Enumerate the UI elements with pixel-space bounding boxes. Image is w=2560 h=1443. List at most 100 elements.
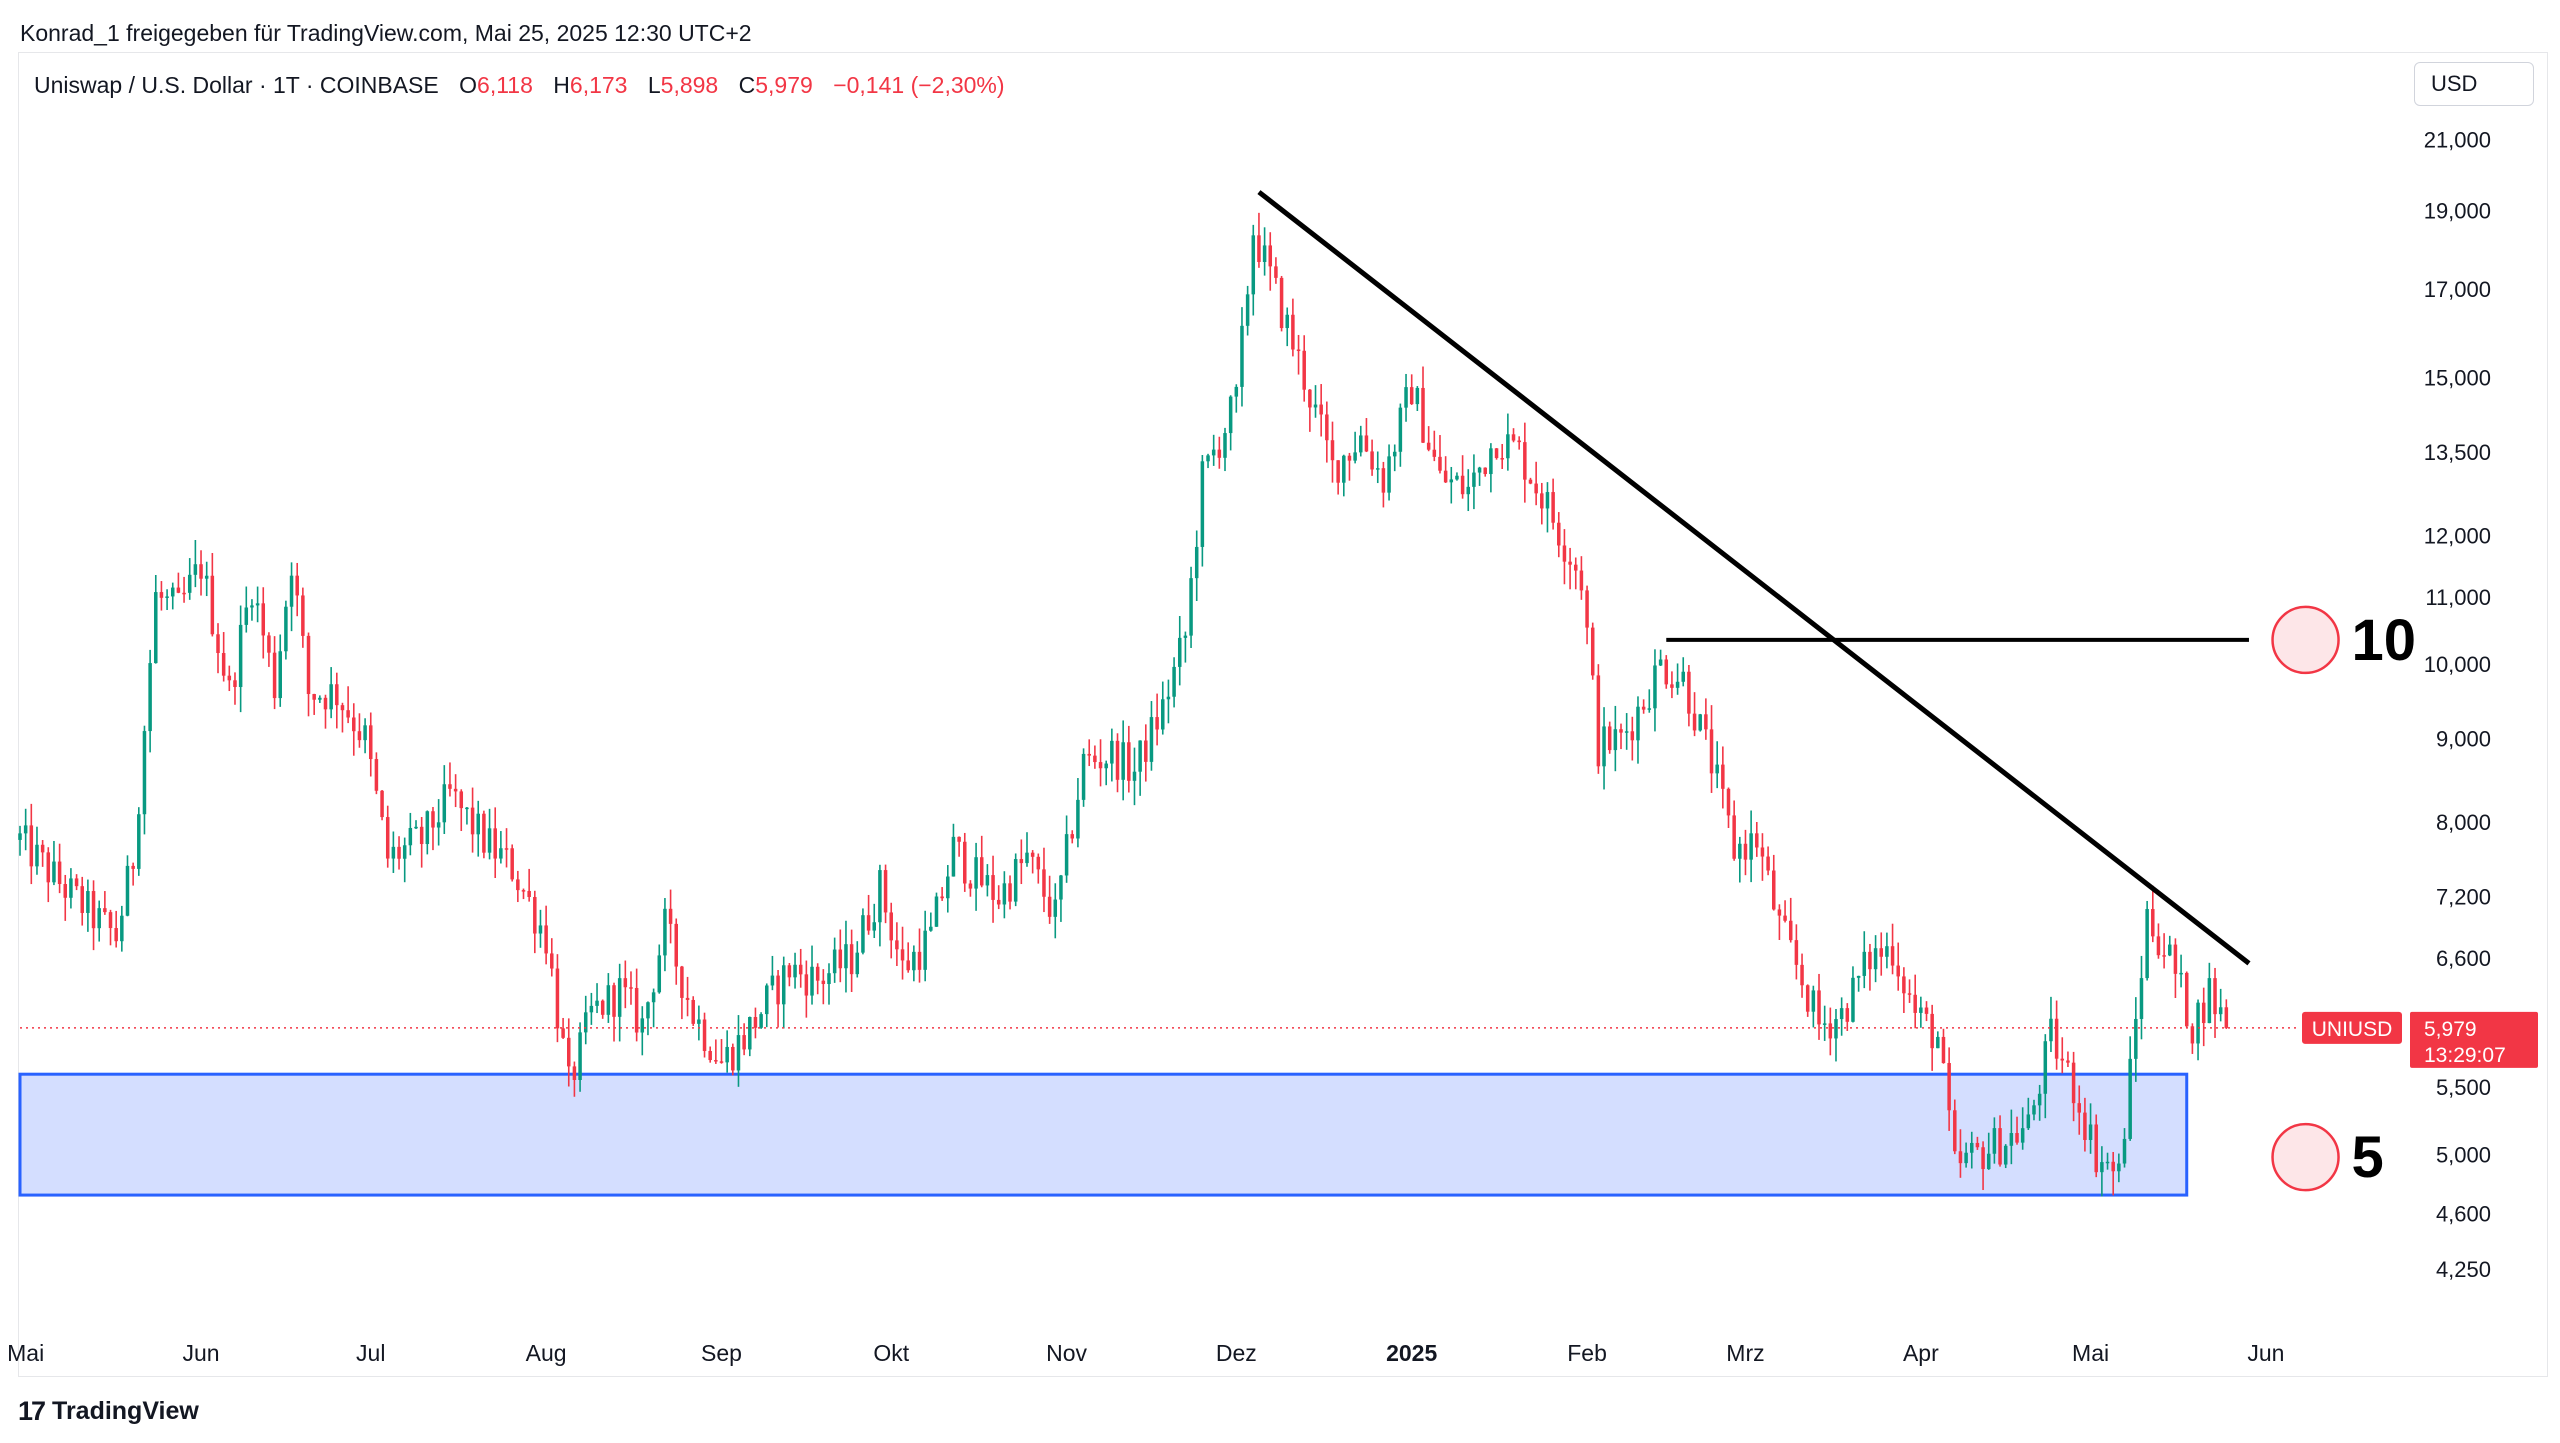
candle-body [1953, 1110, 1957, 1152]
candle-body [1902, 976, 1906, 994]
candle-body [1506, 434, 1510, 459]
candle-body [1245, 294, 1250, 326]
candle-body [923, 930, 927, 970]
candle-body [1285, 314, 1289, 329]
candle-body [267, 635, 271, 653]
candle-body [1223, 433, 1227, 458]
candle-body [861, 915, 865, 953]
candle-body [578, 1032, 582, 1080]
candle-body [776, 975, 780, 1005]
candle-body [1834, 1019, 1838, 1039]
candle-body [2139, 978, 2144, 1019]
candle-body [1879, 948, 1883, 957]
candle-body [702, 1019, 707, 1051]
candle-body [1087, 753, 1091, 756]
candle-body [1992, 1128, 1997, 1154]
candle-body [2009, 1133, 2014, 1146]
candle-body [74, 878, 79, 887]
price-axis-label: 11,000 [2425, 585, 2491, 610]
candle-body [352, 717, 356, 732]
candle-body [1132, 771, 1137, 781]
candle-body [1342, 455, 1346, 483]
candle-body [1817, 990, 1821, 1025]
close-value: 5,979 [755, 72, 813, 98]
candle-body [1613, 729, 1618, 751]
candle-body [1161, 699, 1165, 730]
candle-body [91, 891, 96, 929]
candle-body [2003, 1145, 2008, 1165]
candle-body [97, 908, 101, 929]
candle-body [216, 634, 220, 654]
candle-body [363, 725, 367, 741]
candle-body [1777, 909, 1782, 916]
candle-body [2105, 1161, 2110, 1164]
candle-body [680, 966, 684, 998]
target-marker-label: 10 [2352, 608, 2417, 673]
candle-body [1494, 448, 1499, 459]
price-axis-label: 5,500 [2436, 1075, 2491, 1100]
candle-body [1788, 920, 1793, 941]
candle-body [2128, 1058, 2132, 1139]
candle-body [108, 912, 113, 929]
candle-body [963, 841, 967, 884]
candle-body [1477, 467, 1482, 473]
candle-body [1183, 635, 1188, 638]
candle-body [1590, 627, 1595, 676]
candle-body [504, 848, 509, 850]
candle-body [453, 788, 458, 792]
symbol-title[interactable]: Uniswap / U.S. Dollar · 1T · COINBASE [34, 72, 439, 98]
candle-body [1913, 994, 1917, 1013]
candle-body [1919, 1007, 1923, 1013]
candle-body [1986, 1153, 1991, 1170]
candle-body [900, 949, 905, 961]
candle-body [1483, 467, 1487, 475]
target-marker-circle[interactable] [2271, 1122, 2340, 1192]
candle-body [29, 825, 34, 867]
ticker-badge[interactable] [2302, 1011, 2402, 1044]
price-badge[interactable] [2410, 1011, 2538, 1068]
candle-body [238, 624, 243, 688]
candle-body [2224, 1007, 2229, 1028]
candle-body [1726, 788, 1731, 816]
currency-button[interactable]: USD [2414, 62, 2534, 106]
target-marker-circle[interactable] [2271, 605, 2340, 675]
candle-body [527, 890, 531, 897]
candle-body [985, 875, 990, 886]
candle-body [968, 883, 973, 889]
candle-body [1511, 434, 1516, 441]
candle-body [86, 891, 90, 913]
candle-body [278, 651, 282, 699]
candle-body [1409, 387, 1414, 405]
candle-body [623, 978, 628, 988]
candle-body [685, 997, 690, 1000]
tradingview-logo[interactable]: 17 TradingView [18, 1396, 199, 1427]
candle-body [1166, 696, 1171, 700]
candle-body [1110, 740, 1114, 764]
price-axis: 21,000 19,000 17,000 15,000 13,500 12,000 11,0… [2424, 128, 2491, 1283]
candle-body [1274, 266, 1278, 278]
support-zone-rect[interactable] [18, 1072, 2189, 1197]
candle-body [1115, 740, 1120, 780]
time-axis-label: Mai [2072, 1340, 2109, 1366]
candle-body [165, 596, 169, 598]
downtrend-line[interactable] [1257, 190, 2251, 966]
candle-body [1579, 570, 1584, 591]
low-label: L [647, 72, 661, 98]
candle-body [544, 925, 548, 954]
candle-body [335, 684, 339, 706]
candle-body [1296, 349, 1301, 352]
candle-body [329, 684, 333, 710]
candle-body [827, 973, 831, 985]
candle-body [255, 603, 260, 606]
candle-body [1144, 740, 1148, 762]
candle-body [793, 964, 797, 978]
candle-body [1670, 684, 1674, 688]
candle-body [1081, 753, 1086, 800]
candle-body [583, 1012, 588, 1033]
candle-body [1596, 675, 1601, 767]
candle-body [657, 955, 662, 993]
candle-body [261, 603, 266, 636]
candle-body [1364, 435, 1369, 452]
candle-body [1438, 456, 1442, 471]
